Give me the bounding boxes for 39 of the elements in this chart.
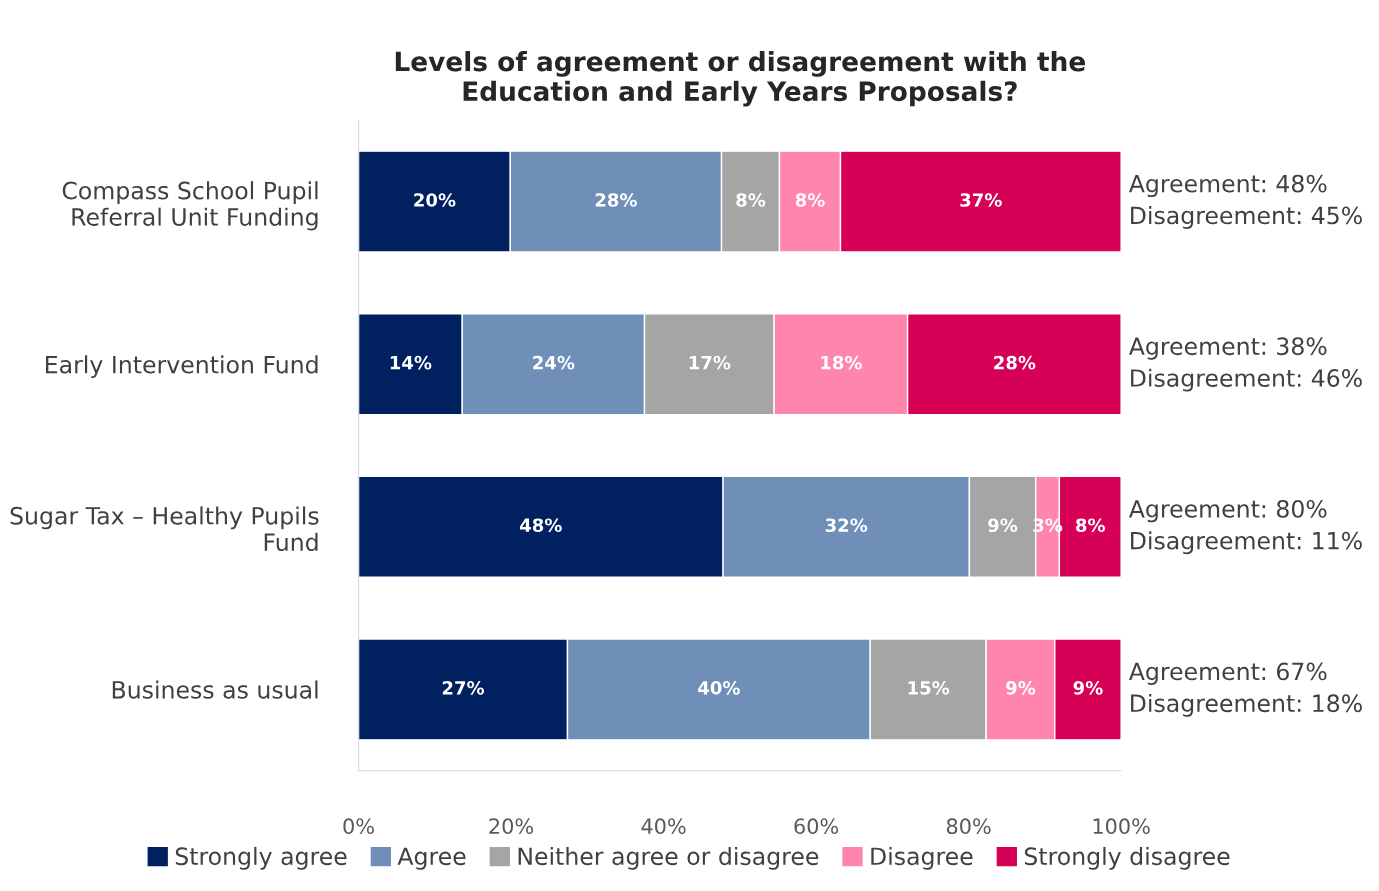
data-label: 9% [1006, 680, 1036, 695]
x-tick-label: 40% [641, 818, 686, 835]
data-label: 20% [414, 193, 456, 207]
x-tick-label: 20% [489, 818, 534, 835]
data-label: 8% [736, 193, 766, 207]
data-label: 15% [908, 680, 950, 695]
data-label: 40% [698, 680, 740, 695]
legend-label: Agree [397, 847, 466, 870]
x-tick-label: 100% [1093, 818, 1150, 835]
text: Agreement: 67% Disagreement: 18% [1128, 662, 1362, 717]
legend-label: Disagree [871, 846, 973, 870]
legend-label: Neither agree or disagree [518, 846, 819, 870]
text: Agreement: 38% Disagreement: 46% [1128, 337, 1362, 392]
x-tick-label: 0% [343, 818, 374, 835]
data-label: 48% [520, 518, 562, 533]
x-tick-label: 80% [946, 818, 991, 835]
y-tick-label: Early Intervention Fund [46, 355, 318, 379]
data-label: 28% [595, 193, 637, 207]
data-label: 8% [1076, 518, 1105, 533]
data-label: 18% [821, 355, 862, 370]
chart-title: Levels of agreement or disagreement with the Education and Early Years Proposals? [395, 51, 1085, 107]
y-tick-label: Sugar Tax – Healthy Pupils Fund [10, 506, 319, 552]
data-label: 32% [825, 518, 868, 533]
data-label: 9% [988, 518, 1018, 533]
data-label: 14% [390, 355, 432, 370]
legend-label: Strongly agree [175, 846, 347, 870]
data-label: 9% [1073, 680, 1103, 695]
y-tick-label: Compass School Pupil Referral Unit Funding [62, 181, 318, 231]
x-tick-label: 60% [794, 818, 839, 835]
y-tick-label: Business as usual [112, 680, 318, 699]
text: Agreement: 80% Disagreement: 11% [1128, 499, 1362, 555]
legend-label: Strongly disagree [1024, 846, 1230, 870]
data-label: 8% [795, 193, 825, 207]
data-label: 24% [533, 355, 575, 370]
text: Agreement: 48% Disagreement: 45% [1128, 174, 1362, 229]
data-label: 17% [689, 355, 731, 370]
data-label: 28% [994, 355, 1036, 370]
data-label: 37% [960, 193, 1002, 207]
data-label: 27% [442, 680, 485, 695]
